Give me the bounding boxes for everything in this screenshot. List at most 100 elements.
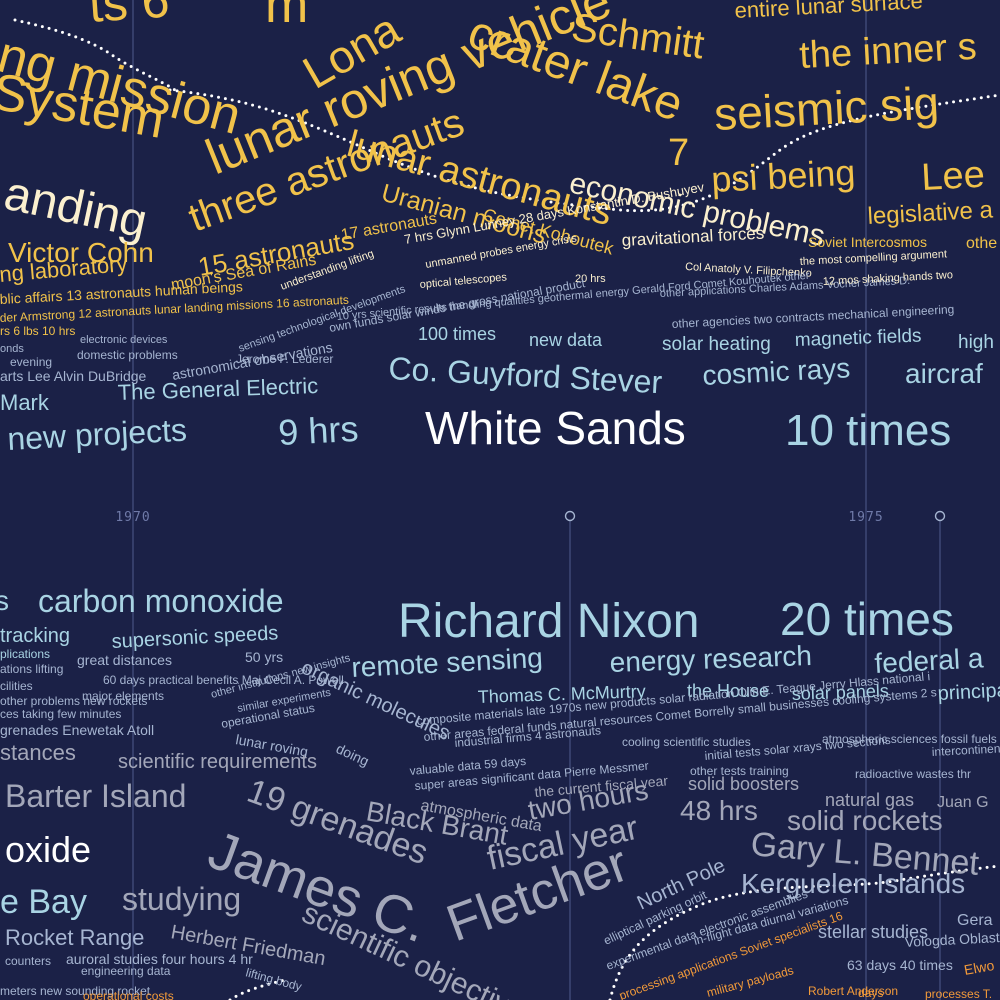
word-band-bottom: s carbon monoxide Richard Nixon 20 times tra… [0, 583, 1000, 1000]
bottom-word-plications: plications [0, 647, 50, 661]
bottom-word-doing: doing [334, 740, 372, 769]
top-word-new-data: new data [529, 330, 603, 350]
bottom-word-50-yrs: 50 yrs [245, 649, 283, 665]
top-word-victor-cohn: Victor Cohn [8, 237, 154, 268]
bottom-word-days: days [858, 986, 883, 1000]
bottom-word-scientific-requirements: scientific requirements [118, 751, 317, 773]
top-word-100-times: 100 times [418, 324, 496, 344]
bottom-word-s: s [0, 585, 9, 616]
top-word-new-projects: new projects [6, 412, 187, 457]
bottom-word-radioactive-wastes-thr: radioactive wastes thr [855, 767, 971, 781]
event-marker-b[interactable] [934, 510, 946, 522]
top-word-co-guyford-stever: Co. Guyford Stever [388, 350, 664, 400]
top-word-solar-heating: solar heating [662, 334, 771, 355]
bottom-word-lifting-body: lifting body [244, 965, 303, 993]
bottom-word-vologda-oblast-13-astr: Vologda Oblast 13 astr [904, 927, 1000, 950]
bottom-word-solid-boosters: solid boosters [688, 774, 799, 794]
bottom-word-intercontinen: intercontinen [931, 741, 1000, 759]
dotted-line-bottom-left [228, 978, 287, 1000]
top-word-magnetic-fields: magnetic fields [794, 326, 921, 351]
bottom-word-20-times: 20 times [780, 593, 954, 645]
top-word-gravitational-forces: gravitational forces [621, 224, 764, 250]
dotted-trend-lines [13, 18, 1000, 1000]
dotted-line-top-main [168, 88, 1000, 213]
bottom-word-military-payloads: military payloads [705, 963, 795, 1000]
year-label-1970: 1970 [115, 510, 150, 525]
top-word-m: m [265, 0, 308, 34]
top-word-7: 7 [668, 132, 689, 174]
top-word-seismic-sig: seismic sig [713, 76, 940, 140]
dotted-line-bottom-right [608, 864, 1000, 1000]
top-word-entire-lunar-surface: entire lunar surface [734, 0, 923, 23]
bottom-word-60-days-practical-benefits-maj-cecil-a-p: 60 days practical benefits Maj Cecil A. … [103, 673, 344, 687]
top-word-20-hrs: 20 hrs [575, 273, 606, 285]
bottom-word-carbon-monoxide: carbon monoxide [38, 583, 283, 619]
top-word-arts-lee-alvin-dubridge: arts Lee Alvin DuBridge [0, 368, 147, 384]
bottom-word-solid-rockets: solid rockets [787, 805, 943, 836]
bottom-word-grenades-enewetak-atoll: grenades Enewetak Atoll [0, 722, 154, 738]
top-word-psi-being: psi being [710, 152, 856, 200]
bottom-word-federal-a: federal a [874, 642, 985, 679]
top-word-domestic-problems: domestic problems [77, 348, 178, 362]
timeline-gridlines [132, 0, 941, 1000]
bottom-word-juan-g: Juan G [937, 794, 989, 811]
bottom-word-major-elements: major elements [82, 689, 164, 703]
year-labels: 1970 1975 [115, 510, 883, 525]
top-word-lee: Lee [920, 154, 986, 199]
top-word-optical-telescopes: optical telescopes [419, 271, 508, 291]
top-word-the-inner-s: the inner s [798, 26, 977, 77]
dotted-line-top-left [13, 18, 177, 92]
bottom-word-cooling-scientific-studies: cooling scientific studies [622, 735, 751, 749]
top-word-white-sands: White Sands [425, 402, 686, 454]
bottom-word-richard-nixon: Richard Nixon [398, 595, 699, 648]
bottom-word-ces-taking-few-minutes: ces taking few minutes [0, 707, 121, 721]
year-label-1975: 1975 [848, 510, 883, 525]
bottom-word-studying: studying [122, 881, 241, 917]
top-word-onds: onds [0, 343, 24, 355]
top-word-aircraf: aircraf [905, 358, 983, 389]
bottom-word-processes-t: processes T. [925, 987, 992, 1000]
bottom-word-stances: stances [0, 740, 76, 765]
top-word-jerome-f-lederer: Jerome F. Lederer [236, 352, 333, 366]
bottom-word-48-hrs: 48 hrs [680, 795, 758, 826]
bottom-word-energy-research: energy research [609, 640, 812, 678]
event-marker-a[interactable] [564, 510, 576, 522]
event-markers [564, 510, 946, 522]
top-word-soviet-intercosmos: Soviet Intercosmos [808, 234, 927, 250]
top-word-evening: evening [10, 355, 52, 369]
top-word-high-a: high a [958, 332, 1000, 353]
top-word-mark: Mark [0, 390, 50, 415]
bottom-word-natural-gas: natural gas [825, 790, 914, 810]
bottom-word-ations-lifting: ations lifting [0, 662, 63, 676]
top-word-10-times: 10 times [785, 406, 951, 455]
bottom-word-other-tests-training: other tests training [690, 764, 789, 778]
bottom-word-auroral-studies-four-hours-4-hr: auroral studies four hours 4 hr [66, 951, 253, 967]
bottom-word-tracking: tracking [0, 625, 70, 647]
top-word-the-most-compelling-argument: the most compelling argument [800, 248, 948, 268]
bottom-word-the-house: the House [687, 681, 769, 701]
bottom-word-elwo: Elwo [963, 957, 996, 978]
bottom-word-stellar-studies: stellar studies [818, 922, 928, 942]
bottom-word-atmospheric-sciences-fossil-fuels: atmospheric sciences fossil fuels [822, 732, 997, 746]
bottom-word-operational-costs: operational costs [83, 989, 174, 1000]
bottom-word-counters: counters [5, 954, 51, 968]
top-word-electronic-devices: electronic devices [80, 334, 168, 346]
bottom-word-principal: principal [937, 679, 1000, 705]
bottom-word-engineering-data: engineering data [81, 964, 171, 978]
bottom-word-rocket-range: Rocket Range [5, 925, 144, 950]
top-word-rs-6-lbs-10-hrs: rs 6 lbs 10 hrs [0, 324, 75, 338]
bottom-word-oxide: oxide [5, 829, 91, 870]
bottom-word-e-bay: e Bay [0, 883, 87, 921]
top-word-othe: othe [966, 235, 997, 252]
bottom-word-solar-panels: solar panels [791, 681, 889, 704]
bottom-word-cilities: cilities [0, 679, 33, 693]
top-word-ts-6: ts 6 [87, 0, 171, 33]
bottom-word-gera: Gera [957, 912, 993, 929]
bottom-word-63-days-40-times: 63 days 40 times [847, 957, 953, 973]
bottom-word-robert-anderson: Robert Anderson [808, 984, 898, 998]
bottom-word-great-distances: great distances [77, 652, 172, 668]
bottom-word-remote-sensing: remote sensing [351, 642, 544, 683]
